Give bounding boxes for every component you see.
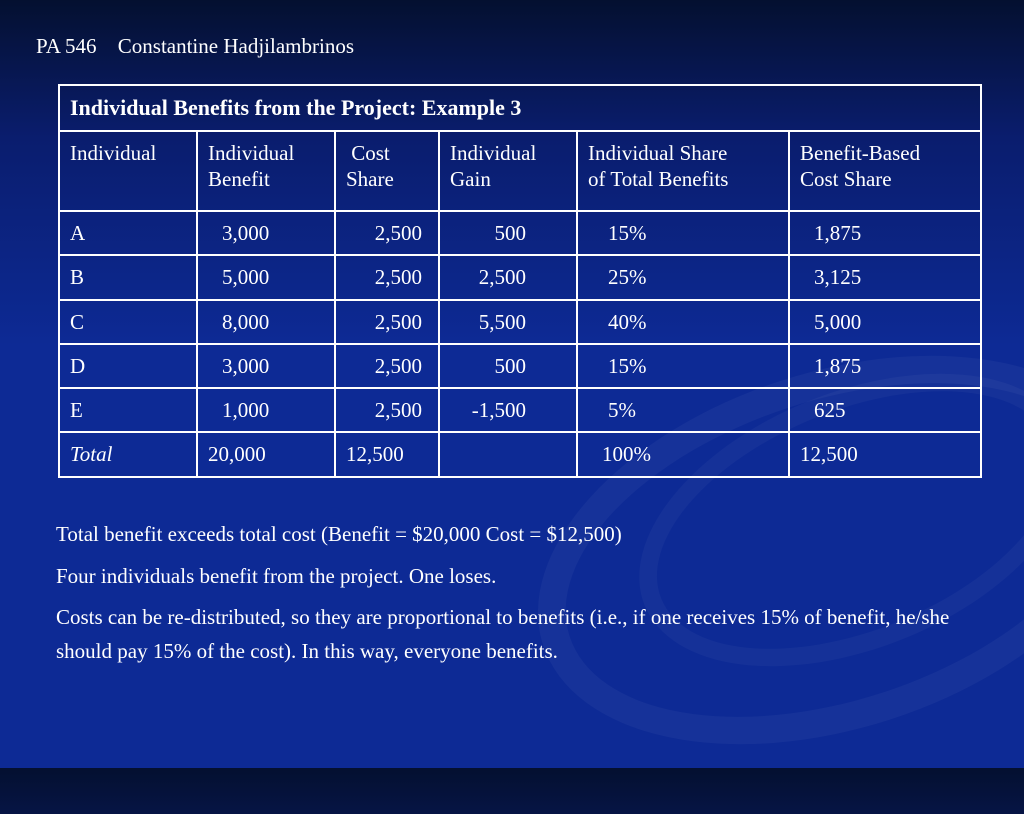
slide-header: PA 546 Constantine Hadjilambrinos	[36, 34, 354, 59]
header-gain-line2: Gain	[450, 167, 491, 192]
cell-gain: -1,500	[438, 386, 578, 434]
cell-benefit-based: 625	[788, 386, 982, 434]
cell-cost-share: 2,500	[334, 209, 440, 257]
cell-individual: E	[58, 386, 198, 434]
table-caption-row: Individual Benefits from the Project: Ex…	[58, 84, 982, 132]
table-row: B 5,000 2,500 2,500 25% 3,125	[58, 254, 982, 301]
cell-benefit: 3,000	[196, 342, 336, 390]
header-individual: Individual	[58, 130, 198, 212]
cell-total-cost: 12,500	[334, 431, 440, 478]
cell-total-label: Total	[58, 431, 198, 478]
cell-total-gain	[438, 431, 578, 478]
header-share-of-total: Individual Share of Total Benefits	[576, 130, 790, 212]
cell-benefit-based: 3,125	[788, 254, 982, 301]
cell-share-pct: 5%	[576, 386, 790, 434]
note-total-benefit: Total benefit exceeds total cost (Benefi…	[56, 522, 622, 546]
cell-benefit-based: 1,875	[788, 209, 982, 257]
header-cost-line1: Cost	[351, 141, 390, 165]
cell-total-benefit: 20,000	[196, 431, 336, 478]
notes: Total benefit exceeds total cost (Benefi…	[56, 518, 986, 676]
cell-benefit: 3,000	[196, 209, 336, 257]
cell-cost-share: 2,500	[334, 386, 440, 434]
cell-gain: 5,500	[438, 298, 578, 345]
course-code: PA 546	[36, 34, 97, 58]
header-individual-benefit: Individual Benefit	[196, 130, 336, 212]
cell-benefit: 1,000	[196, 386, 336, 434]
header-gain-line1: Individual	[450, 141, 537, 165]
cell-gain: 2,500	[438, 254, 578, 301]
cell-individual: D	[58, 342, 198, 390]
cell-gain: 500	[438, 342, 578, 390]
cell-cost-share: 2,500	[334, 254, 440, 301]
header-share-line1: Individual Share	[588, 141, 728, 165]
cell-share-pct: 25%	[576, 254, 790, 301]
cell-individual: A	[58, 209, 198, 257]
header-individual-line1: Individual	[70, 141, 157, 165]
table-row: D 3,000 2,500 500 15% 1,875	[58, 342, 982, 390]
header-benefit-line2: Benefit	[208, 167, 270, 192]
header-benefit-based-cost: Benefit-Based Cost Share	[788, 130, 982, 212]
cell-total-benefit-based: 12,500	[788, 431, 982, 478]
note-redistribution: Costs can be re-distributed, so they are…	[56, 605, 950, 663]
header-cost-line2: Share	[346, 167, 394, 192]
benefits-table: Individual Benefits from the Project: Ex…	[58, 84, 982, 478]
header-bb-line1: Benefit-Based	[800, 141, 921, 165]
table-row: E 1,000 2,500 -1,500 5% 625	[58, 386, 982, 434]
header-bb-line2: Cost Share	[800, 167, 892, 192]
header-cost-share: Cost Share	[334, 130, 440, 212]
table-row: A 3,000 2,500 500 15% 1,875	[58, 209, 982, 257]
cell-cost-share: 2,500	[334, 298, 440, 345]
cell-benefit: 5,000	[196, 254, 336, 301]
note-four-individuals: Four individuals benefit from the projec…	[56, 563, 497, 588]
cell-benefit-based: 1,875	[788, 342, 982, 390]
header-benefit-line1: Individual	[208, 141, 295, 165]
cell-benefit-based: 5,000	[788, 298, 982, 345]
table-caption: Individual Benefits from the Project: Ex…	[58, 84, 982, 132]
table-header-row: Individual Individual Benefit Cost Share…	[58, 130, 982, 212]
cell-gain: 500	[438, 209, 578, 257]
cell-share-pct: 15%	[576, 342, 790, 390]
table-total-row: Total 20,000 12,500 100% 12,500	[58, 431, 982, 478]
cell-share-pct: 15%	[576, 209, 790, 257]
cell-individual: C	[58, 298, 198, 345]
author-name: Constantine Hadjilambrinos	[117, 34, 354, 58]
table-row: C 8,000 2,500 5,500 40% 5,000	[58, 298, 982, 345]
cell-share-pct: 40%	[576, 298, 790, 345]
cell-total-share: 100%	[576, 431, 790, 478]
header-individual-gain: Individual Gain	[438, 130, 578, 212]
cell-benefit: 8,000	[196, 298, 336, 345]
cell-individual: B	[58, 254, 198, 301]
cell-cost-share: 2,500	[334, 342, 440, 390]
header-share-line2: of Total Benefits	[588, 167, 729, 192]
